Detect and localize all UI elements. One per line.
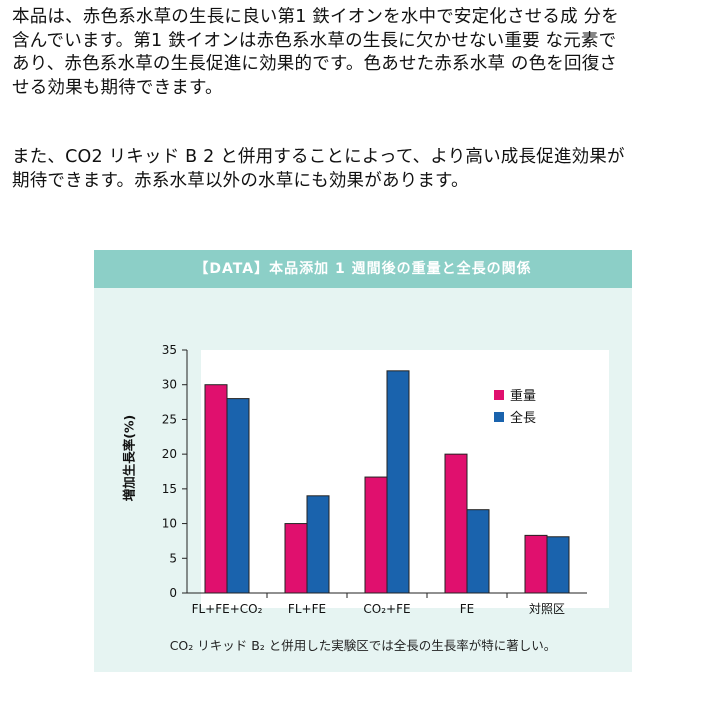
bar-weight: [444, 453, 468, 594]
bar-weight: [204, 384, 228, 594]
combination-paragraph: また、CO2 リキッド B 2 と併用することによって、より高い成長促進効果が …: [12, 147, 625, 191]
bar-length: [546, 536, 570, 594]
y-tick-label: 25: [162, 412, 177, 426]
bar-weight: [524, 534, 548, 594]
data-panel: 【DATA】本品添加 1 週間後の重量と全長の関係 0 5 10 15 20 25 30 35…: [94, 250, 632, 672]
y-tick-label: 0: [169, 586, 177, 600]
bar-length: [466, 509, 490, 594]
chart-caption: CO₂ リキッド B₂ と併用した実験区では全長の生長率が特に著しい。: [169, 638, 557, 653]
y-tick-label: 30: [162, 378, 177, 392]
x-tick-label: FL+FE+CO₂: [192, 602, 263, 616]
y-tick-label: 10: [162, 517, 177, 531]
legend-label: 重量: [510, 388, 536, 404]
bar-weight: [284, 523, 308, 594]
x-tick-label: CO₂+FE: [363, 602, 410, 616]
panel-title: 【DATA】本品添加 1 週間後の重量と全長の関係: [94, 250, 632, 288]
legend-label: 全長: [510, 410, 536, 426]
legend-swatch: [494, 412, 504, 422]
bar-length: [386, 370, 410, 594]
bar-chart: 0 5 10 15 20 25 30 35 FL+FE+CO₂ FL+FE CO₂+FE FE 対照区 重…: [162, 343, 587, 616]
x-tick-label: FL+FE: [288, 602, 326, 616]
x-tick-label: 対照区: [529, 602, 565, 616]
x-tick-label: FE: [460, 602, 474, 616]
y-tick-label: 5: [169, 551, 177, 565]
y-axis-label: 増加生長率(%): [121, 414, 137, 502]
legend-swatch: [494, 390, 504, 400]
bar-weight: [364, 476, 388, 594]
y-tick-label: 20: [162, 447, 177, 461]
intro-paragraph: 本品は、赤色系水草の生長に良い第1 鉄イオンを水中で安定化させる成 分を 含んで…: [12, 7, 619, 98]
bar-length: [306, 495, 330, 594]
y-tick-label: 35: [162, 343, 177, 357]
bar-length: [226, 398, 250, 594]
y-tick-label: 15: [162, 482, 177, 496]
